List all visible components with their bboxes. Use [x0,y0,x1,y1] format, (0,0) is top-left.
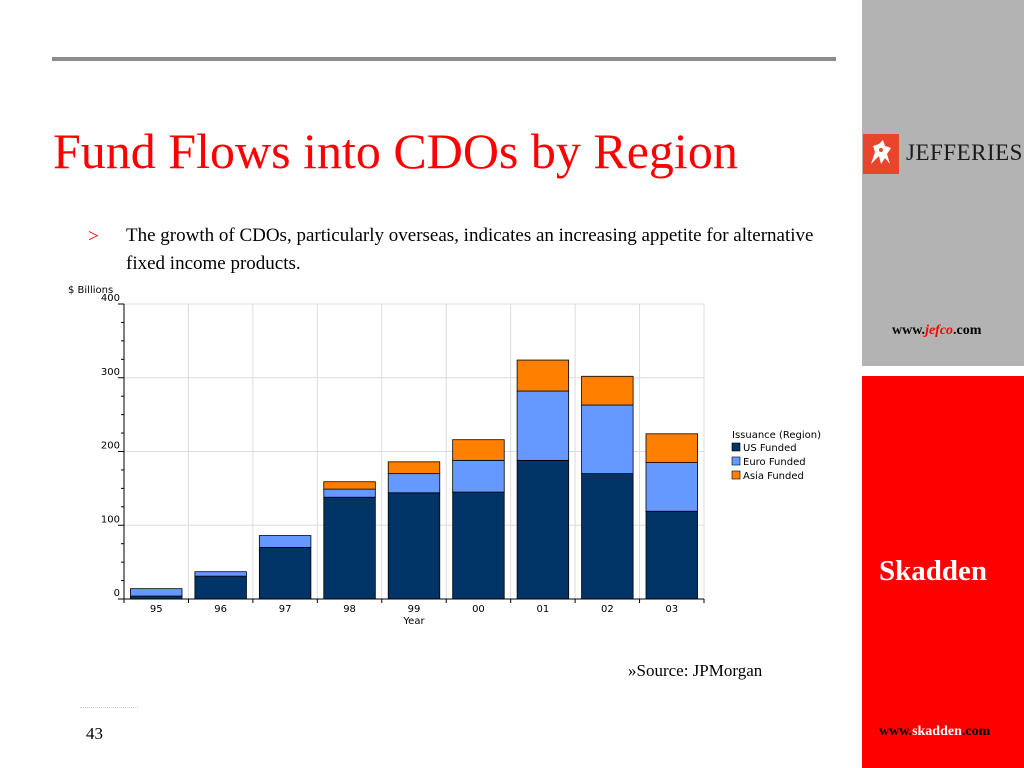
bar-segment [387,461,441,475]
bar-segment [258,546,312,600]
legend-label: Asia Funded [743,471,804,482]
bar-segment [323,481,376,490]
bar-segment [581,375,634,406]
bar-segment [516,390,570,461]
bar-segment [387,492,441,600]
skadden-panel [862,376,1024,768]
legend-swatch [731,442,741,452]
legend-label: US Funded [743,443,797,454]
legend-swatch [731,456,741,466]
bar-segment [516,359,570,392]
skadden-url-domain: skadden [912,724,962,739]
skadden-url[interactable]: www.skadden.com [879,724,990,740]
y-tick-label: 400 [101,293,120,304]
y-tick-label: 200 [101,441,120,452]
x-tick-label: 95 [150,604,163,615]
legend-swatch [731,470,741,480]
page-number: 43 [86,724,103,743]
bar-segment [194,571,247,577]
bar-segment [452,439,505,461]
bar-segment [645,510,698,600]
slide-title: Fund Flows into CDOs by Region [53,123,738,179]
x-tick-label: 02 [601,604,614,615]
x-tick-label: 97 [279,604,292,615]
bar-segment [516,459,570,600]
x-tick-label: 00 [472,604,485,615]
y-tick-label: 100 [101,514,120,525]
bar-segment [194,575,247,600]
x-tick-label: 96 [214,604,227,615]
jefco-url-prefix: www. [892,323,926,338]
skadden-wordmark: Skadden [879,555,988,587]
bar-segment [323,496,376,600]
bar-segment [452,491,505,600]
jefco-url-domain: jefco [925,323,954,338]
jefferies-logo-icon [863,134,899,174]
source-note: »Source: JPMorgan [628,661,763,680]
bar-segment [452,459,505,493]
bar-segment [645,462,698,512]
jefco-url-suffix: .com [953,323,982,338]
x-tick-label: 98 [343,604,356,615]
bullet-text: The growth of CDOs, particularly oversea… [126,225,814,274]
x-tick-label: 99 [408,604,421,615]
bar-segment [130,588,183,597]
jefferies-panel [862,0,1024,366]
jefco-url[interactable]: www.jefco.com [892,323,981,339]
y-tick-label: 300 [101,367,120,378]
x-tick-label: 03 [665,604,678,615]
x-tick-label: 01 [537,604,550,615]
legend-label: Euro Funded [743,457,806,468]
y-axis-label: $ Billions [68,285,113,296]
footer-divider [80,707,138,708]
skadden-url-suffix: .com [961,724,991,739]
x-axis-label: Year [402,616,425,627]
jefferies-wordmark: JEFFERIES [906,140,1023,165]
y-tick-label: 0 [114,588,120,599]
bar-segment [323,488,376,498]
bar-segment [581,473,634,600]
skadden-url-prefix: www. [879,724,913,739]
bar-segment [581,404,634,475]
bar-segment [387,473,441,494]
bar-segment [645,433,698,463]
legend-title: Issuance (Region) [732,430,821,441]
bullet-marker: > [88,226,99,247]
cdo-fund-flows-chart: 95 96 97 98 99 00 01 02 03 0 100 200 300 400$ Billion… [68,285,821,627]
bar-segment [258,535,312,548]
top-rule [52,57,836,61]
